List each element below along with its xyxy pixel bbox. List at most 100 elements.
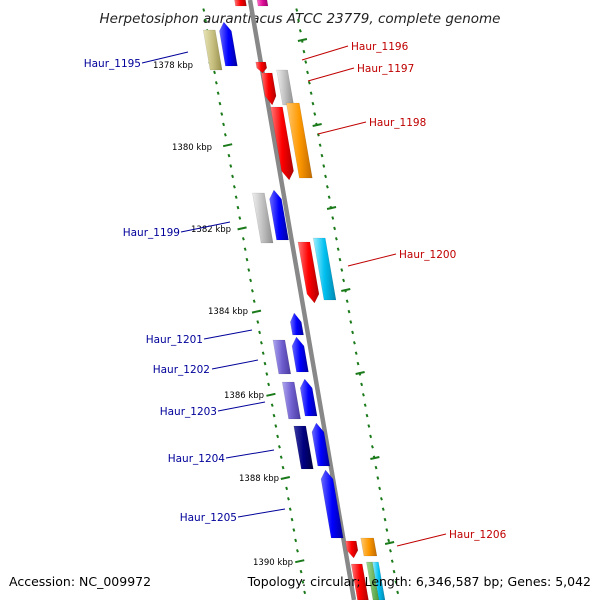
tick-minor-right [327, 195, 331, 199]
tick-minor-left [276, 434, 280, 439]
tick-minor-right [390, 559, 394, 563]
tick-minor-right [365, 413, 369, 418]
gene-arrow-haur-1205[interactable] [320, 469, 344, 539]
tick-minor-left [256, 320, 260, 324]
gene-arrow-haur-1202-a[interactable] [272, 339, 292, 375]
gene-arrow-top-magenta[interactable] [256, 0, 269, 7]
gene-label-haur-1203[interactable]: Haur_1203 [160, 406, 217, 418]
gene-label-haur-1202[interactable]: Haur_1202 [153, 364, 210, 376]
gene-label-haur-1196[interactable]: Haur_1196 [351, 41, 409, 53]
tick-minor-right [396, 590, 400, 595]
tick-major-right [384, 541, 395, 545]
tick-minor-right [383, 517, 387, 522]
tick-minor-right [331, 216, 335, 220]
gene-arrow-haur-1197-b[interactable] [276, 69, 294, 106]
leader-haur-1200 [347, 253, 397, 267]
kbp-label-1380: 1380 kbp [172, 143, 212, 153]
tick-minor-right [374, 465, 378, 470]
tick-major-right [341, 288, 351, 292]
tick-minor-right [376, 476, 380, 480]
kbp-label-1378: 1378 kbp [153, 61, 193, 71]
tick-minor-left [265, 372, 269, 376]
label-leaders [141, 45, 447, 547]
tick-major-right [297, 38, 308, 42]
gene-arrow-haur-1201[interactable] [290, 312, 304, 336]
tick-minor-right [333, 226, 337, 231]
gene-arrow-haur-1204-b[interactable] [311, 422, 331, 467]
forward-gene-labels: Haur_1196 Haur_1197 Haur_1198 Haur_1200 … [351, 41, 507, 541]
gene-arrow-top-red[interactable] [234, 0, 247, 7]
gene-label-haur-1201[interactable]: Haur_1201 [146, 334, 203, 346]
gene-label-haur-1205[interactable]: Haur_1205 [180, 512, 237, 524]
tick-minor-left [218, 101, 222, 106]
tick-minor-right [297, 18, 300, 23]
tick-major-right [370, 456, 380, 460]
gene-label-haur-1204[interactable]: Haur_1204 [168, 453, 226, 465]
tick-minor-right [302, 49, 306, 54]
tick-minor-left [227, 153, 231, 158]
gene-label-haur-1198[interactable]: Haur_1198 [369, 117, 426, 129]
tick-minor-left [272, 413, 276, 418]
gene-arrow-haur-1206-b[interactable] [360, 537, 378, 557]
tick-minor-left [290, 517, 294, 522]
tick-minor-left [229, 164, 233, 168]
tick-minor-right [324, 174, 328, 179]
gene-arrow-haur-1202-b[interactable] [291, 336, 309, 373]
gene-arrow-haur-1200-b[interactable] [312, 237, 337, 301]
tick-minor-right [394, 580, 398, 584]
gene-arrow-haur-1195-a[interactable] [202, 29, 223, 71]
tick-minor-left [232, 185, 236, 189]
gene-arrow-haur-1197-a[interactable] [260, 72, 277, 106]
kbp-label-1390: 1390 kbp [253, 558, 293, 568]
gene-arrow-bottom-green[interactable] [366, 561, 380, 600]
tick-minor-right [313, 112, 317, 116]
tick-minor-right [342, 278, 346, 283]
tick-minor-left [301, 580, 305, 584]
leader-haur-1204 [225, 449, 275, 459]
tick-minor-right [351, 330, 355, 335]
gene-arrow-bottom-red[interactable] [350, 563, 369, 600]
tick-minor-left [234, 195, 238, 199]
leader-haur-1202 [211, 359, 259, 370]
gene-arrow-haur-1195-b[interactable] [219, 21, 238, 67]
tick-major-left [280, 476, 291, 480]
gene-label-haur-1197[interactable]: Haur_1197 [357, 63, 414, 75]
reverse-gene-labels: Haur_1195 Haur_1199 Haur_1201 Haur_1202 … [84, 58, 237, 524]
gene-arrow-bottom-cyan[interactable] [372, 561, 386, 600]
gene-label-haur-1200[interactable]: Haur_1200 [399, 249, 456, 261]
gene-arrow-haur-1203-a[interactable] [281, 381, 301, 420]
gene-arrow-haur-1198-b[interactable] [286, 102, 313, 179]
gene-arrow-haur-1200-a[interactable] [297, 241, 320, 304]
tick-minor-left [247, 268, 251, 272]
leader-haur-1198 [317, 121, 367, 135]
leader-haur-1203 [217, 401, 266, 412]
tick-minor-right [387, 538, 391, 543]
gene-arrow-haur-1198-a[interactable] [270, 106, 294, 181]
tick-minor-left [243, 247, 247, 251]
tick-minor-left [222, 122, 226, 127]
tick-minor-left [281, 465, 285, 470]
tick-minor-left [249, 278, 253, 283]
kbp-label-1388: 1388 kbp [239, 474, 279, 484]
kbp-label-1384: 1384 kbp [208, 307, 248, 317]
tick-minor-left [299, 569, 303, 574]
tick-minor-left [231, 174, 235, 179]
gene-arrow-haur-1199-a[interactable] [252, 192, 274, 244]
gene-label-haur-1206[interactable]: Haur_1206 [449, 529, 507, 541]
tick-minor-right [367, 424, 371, 428]
kbp-label-1386: 1386 kbp [224, 391, 264, 401]
tick-minor-right [320, 153, 324, 158]
tick-minor-left [261, 351, 265, 355]
gene-arrow-haur-1196[interactable] [255, 61, 268, 74]
gene-arrow-haur-1199-b[interactable] [269, 189, 289, 241]
tick-minor-right [389, 549, 392, 553]
gene-label-haur-1195[interactable]: Haur_1195 [84, 58, 141, 70]
gene-arrow-haur-1206-a[interactable] [345, 540, 359, 559]
tick-minor-right [352, 341, 356, 345]
gene-arrow-haur-1204-a[interactable] [293, 425, 314, 470]
leader-haur-1195 [141, 51, 189, 64]
tick-minor-left [288, 507, 292, 511]
gene-arrow-haur-1203-b[interactable] [299, 378, 318, 417]
gene-label-haur-1199[interactable]: Haur_1199 [123, 227, 180, 239]
